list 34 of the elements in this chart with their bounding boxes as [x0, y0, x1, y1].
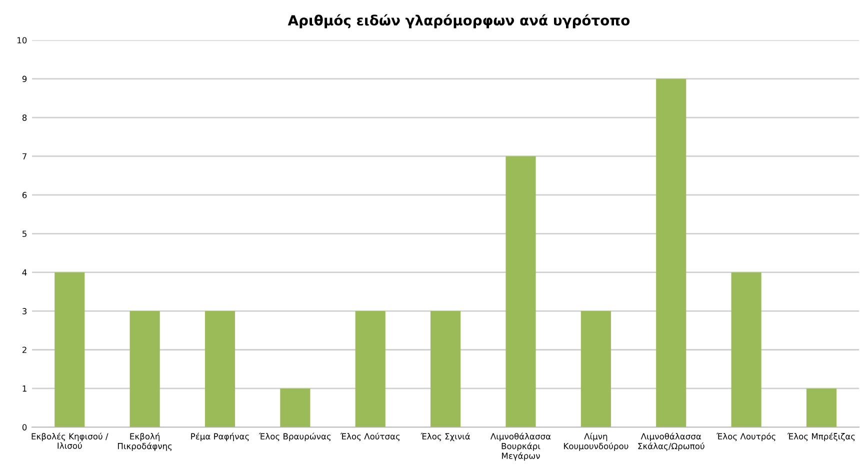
- bar: [430, 311, 461, 428]
- y-tick-label: 6: [22, 192, 27, 198]
- bar: [506, 156, 536, 428]
- y-tick-label: 7: [22, 153, 26, 160]
- bar: [731, 272, 762, 428]
- y-tick-label: 4: [22, 269, 27, 276]
- y-tick-label: 1: [22, 386, 26, 392]
- x-tick-label: Λιμνοθάλασσα Βουρκάρι Μεγάρων: [490, 432, 551, 461]
- x-tick-label: Έλος Λούτσας: [340, 432, 400, 442]
- bar: [54, 272, 85, 428]
- x-tick-label: Έλος Σχινιά: [420, 432, 470, 442]
- y-tick-label: 0: [22, 424, 27, 430]
- bar: [355, 311, 386, 428]
- x-tick-label: Ρέμα Ραφήνας: [191, 432, 249, 442]
- bar: [580, 311, 611, 428]
- y-tick-label: 9: [22, 76, 27, 82]
- y-tick-label: 2: [22, 346, 26, 353]
- x-tick-label: Έλος Βραυρώνας: [258, 432, 331, 442]
- x-tick-label: Έλος Μπρέξιζας: [787, 432, 855, 442]
- x-tick-label: Λιμνοθάλασσα Σκάλας/Ωρωπού: [638, 432, 704, 451]
- bar: [204, 311, 236, 428]
- bar: [656, 78, 686, 428]
- x-tick-label: Εκβολές Κηφισού / Ιλισού: [32, 432, 108, 449]
- chart-title: Αριθμός ειδών γλαρόμορφων ανά υγρότοπο: [288, 14, 630, 28]
- y-tick-label: 3: [22, 308, 27, 314]
- bar: [280, 388, 310, 428]
- x-tick-label: Εκβολή Πικροδάφνης: [118, 432, 172, 451]
- y-tick-label: 8: [22, 114, 27, 121]
- bar: [130, 311, 160, 428]
- bar: [806, 388, 837, 428]
- x-tick-label: Έλος Λουτρός: [716, 432, 776, 442]
- y-tick-label: 10: [17, 37, 27, 44]
- x-tick-label: Λίμνη Κουμουνδούρου: [564, 432, 628, 451]
- y-tick-label: 5: [22, 230, 26, 237]
